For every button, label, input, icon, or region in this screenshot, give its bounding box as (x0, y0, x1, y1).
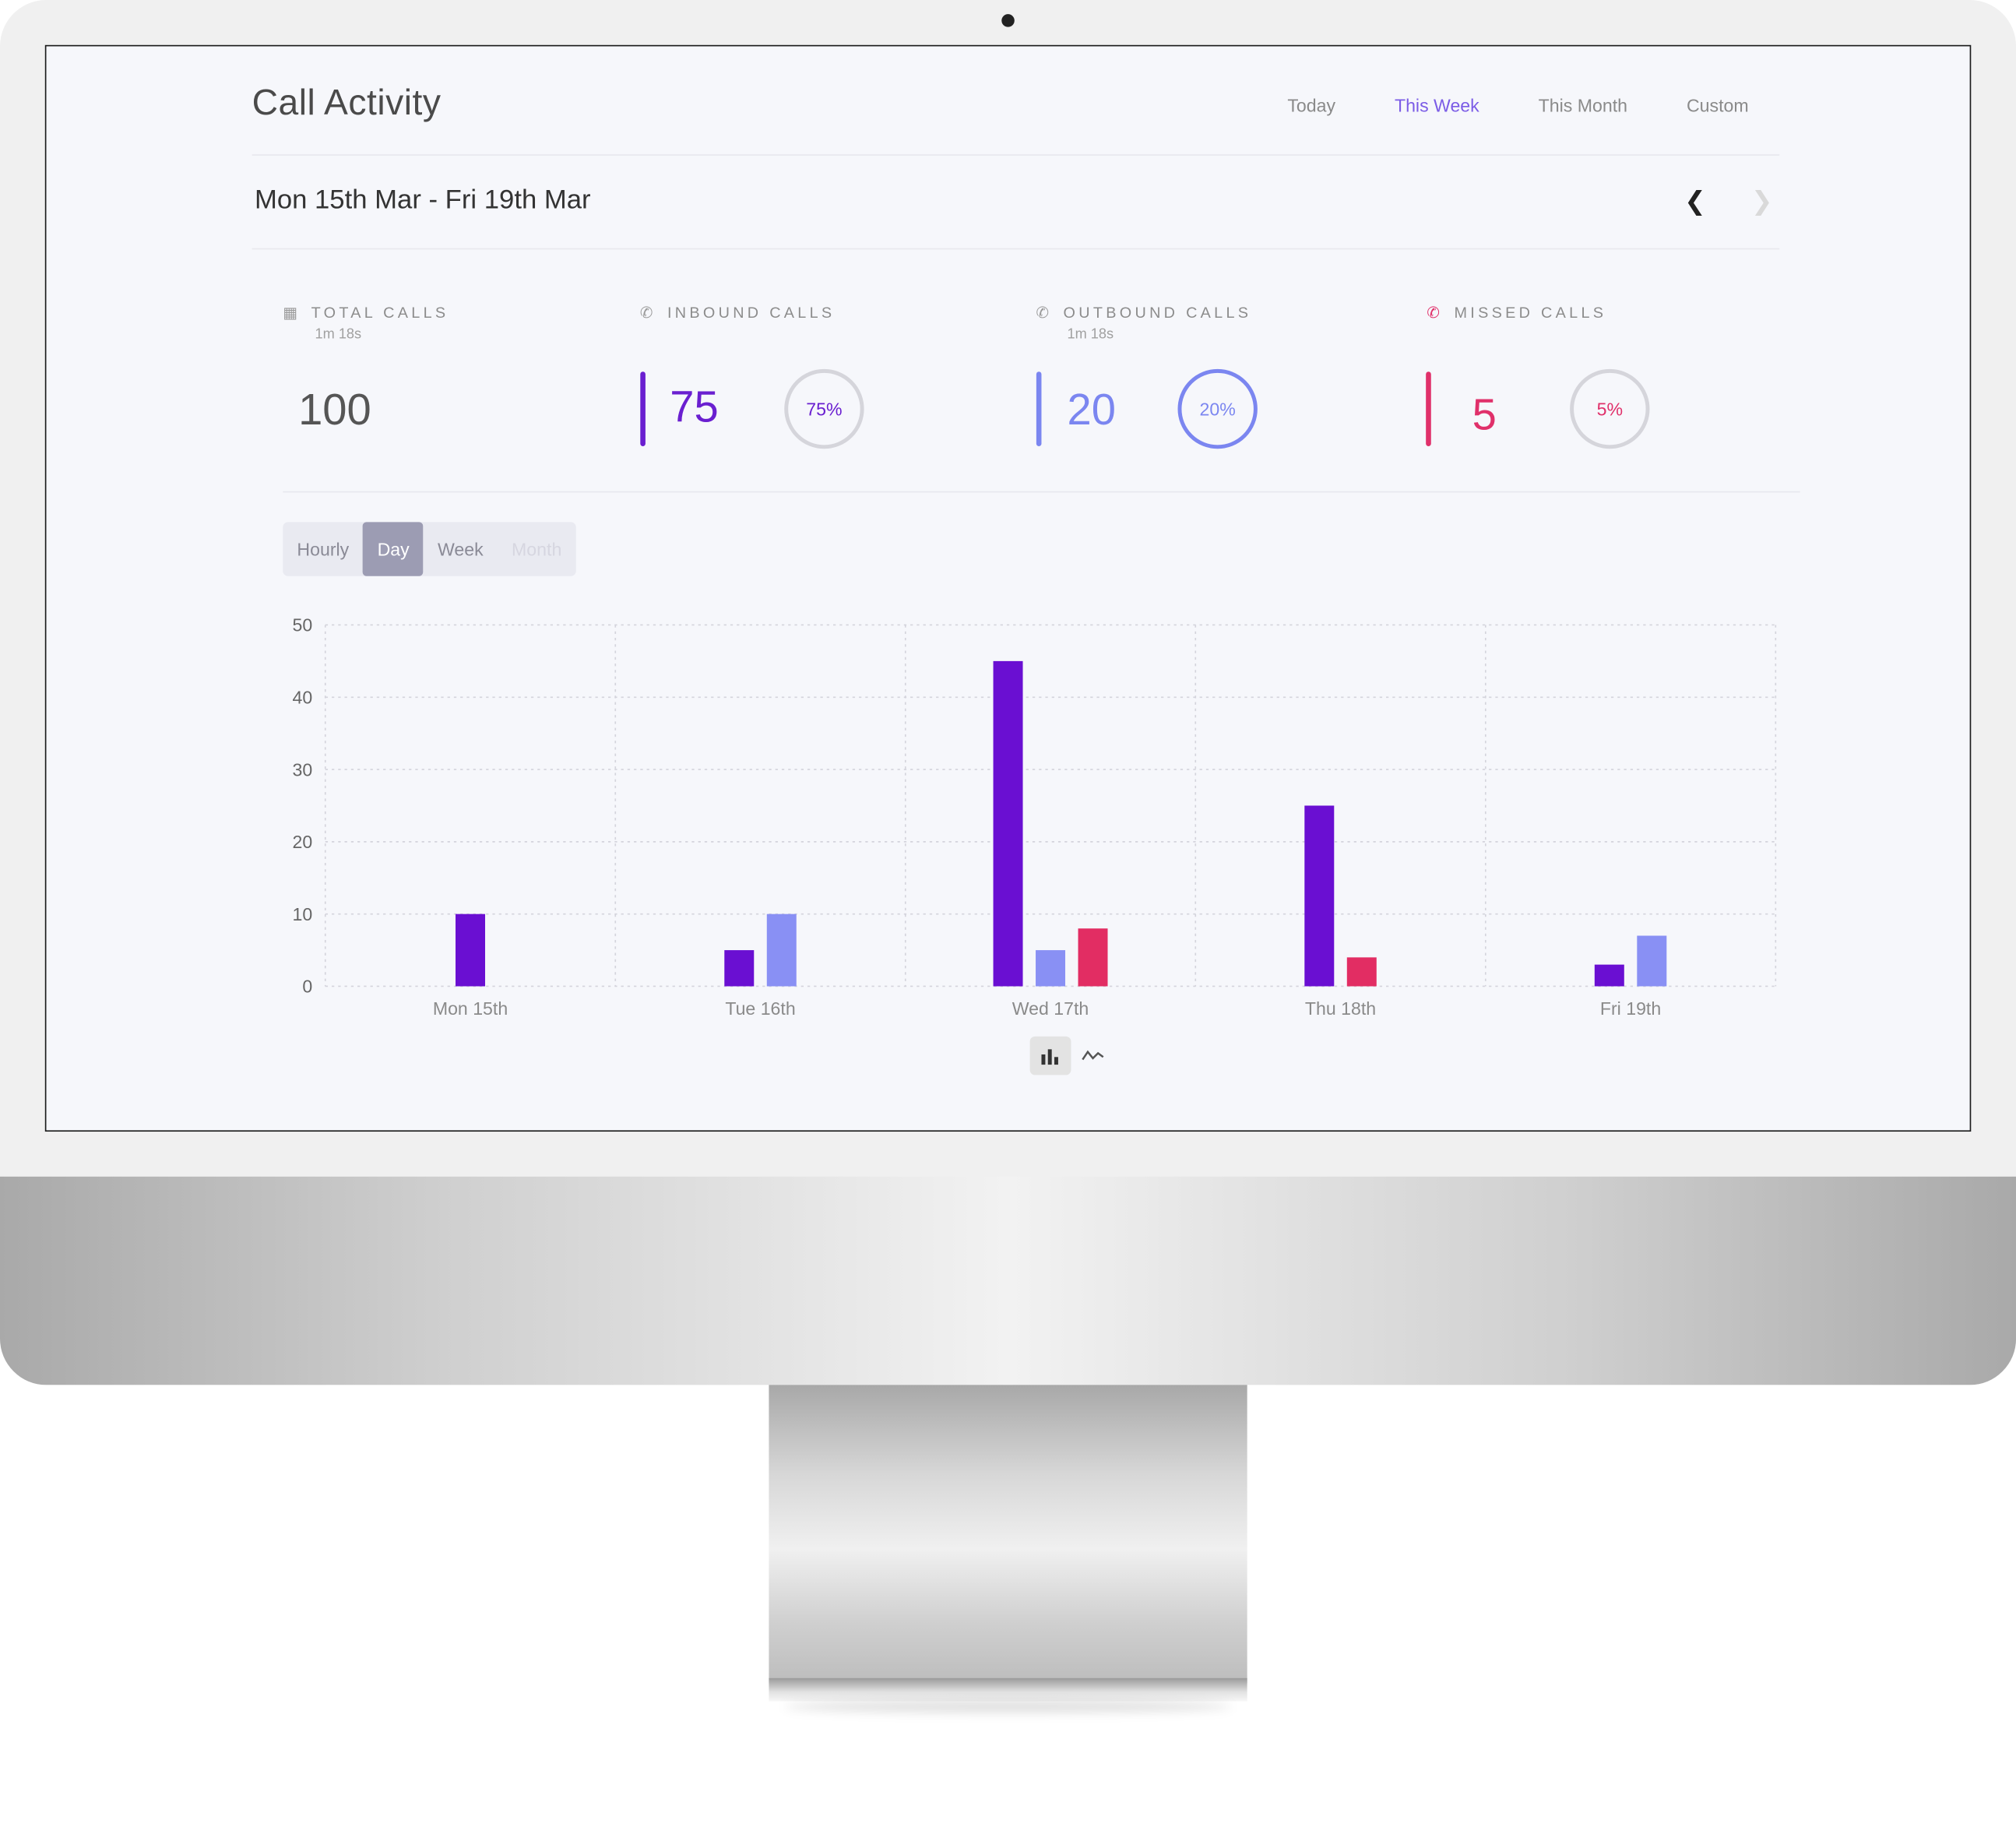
total-calls-value: 100 (298, 385, 371, 435)
bar-mon-15th-series-1[interactable] (456, 914, 485, 987)
date-range-label: Mon 15th Mar - Fri 19th Mar (254, 185, 591, 215)
missed-calls-value: 5 (1472, 390, 1497, 440)
bar-fri-19th-series-2[interactable] (1637, 935, 1667, 987)
line-chart-toggle[interactable] (1078, 1037, 1109, 1075)
x-axis: Mon 15th Tue 16th Wed 17th Thu 18th Fri 19th (433, 998, 1661, 1019)
granularity-month[interactable]: Month (512, 538, 562, 560)
granularity-hourly[interactable]: Hourly (297, 538, 350, 560)
granularity-day[interactable]: Day (363, 522, 424, 576)
period-divider (252, 248, 1780, 250)
x-tick-label: Fri 19th (1600, 998, 1661, 1019)
outbound-calls-value: 20 (1067, 385, 1116, 435)
monitor-stand-foot (769, 1677, 1247, 1702)
outbound-percent-ring: 20% (1177, 368, 1258, 449)
bar-fri-19th-series-1[interactable] (1594, 964, 1624, 987)
monitor-stand (769, 1385, 1247, 1684)
stat-label: MISSED CALLS (1454, 303, 1607, 322)
chevron-right-icon[interactable]: ❯ (1750, 188, 1773, 216)
y-tick-label: 10 (293, 904, 313, 924)
call-activity-chart: 0 10 20 30 40 50 Mon 15th Tue 16th Wed 17th Thu … (293, 615, 1777, 1019)
bar-chart-icon (1041, 1049, 1058, 1065)
stat-total-calls: ▦ TOTAL CALLS 1m 18s (283, 304, 449, 343)
y-tick-label: 20 (293, 832, 313, 852)
x-tick-label: Wed 17th (1012, 998, 1089, 1019)
bar-tue-16th-series-2[interactable] (766, 914, 797, 987)
tab-today[interactable]: Today (1287, 95, 1336, 116)
granularity-toggle: Hourly Day Week Month (283, 522, 576, 576)
tab-this-month[interactable]: This Month (1538, 95, 1628, 116)
y-tick-label: 40 (293, 688, 313, 708)
granularity-week[interactable]: Week (438, 538, 484, 560)
screen: Call Activity Today This Week This Month… (44, 44, 1972, 1132)
stat-missed-calls: ✆ MISSED CALLS (1426, 304, 1606, 322)
inbound-accent-bar (640, 371, 646, 446)
stat-outbound-calls: ✆ OUTBOUND CALLS 1m 18s (1035, 304, 1251, 343)
missed-percent-ring: 5% (1570, 368, 1650, 449)
y-tick-label: 50 (293, 615, 313, 635)
range-tabs: Today This Week This Month Custom (1287, 95, 1748, 115)
bar-wed-17th-series-2[interactable] (1036, 950, 1066, 987)
bar-wed-17th-series-1[interactable] (993, 660, 1023, 987)
bar-tue-16th-series-1[interactable] (724, 950, 755, 987)
monitor-chin (0, 1176, 2016, 1385)
webcam (1001, 14, 1015, 27)
phone-outgoing-icon: ✆ (1036, 303, 1053, 322)
stat-label: OUTBOUND CALLS (1063, 303, 1252, 322)
stats-divider (283, 491, 1800, 493)
y-tick-label: 0 (302, 977, 312, 997)
page-title: Call Activity (252, 82, 442, 122)
stat-label: INBOUND CALLS (667, 303, 836, 322)
missed-accent-bar (1426, 371, 1431, 446)
inbound-percent-ring: 75% (784, 368, 864, 449)
calendar-icon: ▦ (283, 303, 301, 322)
y-tick-label: 30 (293, 759, 313, 780)
x-tick-label: Tue 16th (725, 998, 795, 1019)
inbound-calls-value: 75 (670, 383, 719, 432)
phone-icon: ✆ (639, 303, 656, 322)
stat-inbound-calls: ✆ INBOUND CALLS (639, 304, 836, 322)
chart-grid (324, 624, 1777, 987)
x-tick-label: Mon 15th (433, 998, 508, 1019)
x-tick-label: Thu 18th (1305, 998, 1376, 1019)
stat-sub-duration: 1m 18s (1067, 326, 1114, 343)
tab-this-week[interactable]: This Week (1394, 95, 1479, 116)
bar-chart-toggle[interactable] (1029, 1036, 1071, 1075)
outbound-accent-bar (1036, 371, 1042, 446)
header-divider (252, 154, 1780, 156)
phone-missed-icon: ✆ (1427, 303, 1444, 322)
tab-custom[interactable]: Custom (1686, 95, 1749, 116)
stat-label: TOTAL CALLS (311, 303, 449, 322)
bar-thu-18th-series-3[interactable] (1346, 957, 1377, 987)
chart-bars (456, 660, 1667, 987)
bar-thu-18th-series-1[interactable] (1304, 805, 1335, 987)
stand-shadow (784, 1699, 1232, 1713)
bar-wed-17th-series-3[interactable] (1078, 928, 1108, 987)
line-chart-icon (1082, 1050, 1104, 1061)
y-axis: 0 10 20 30 40 50 (293, 615, 313, 997)
stat-sub-duration: 1m 18s (315, 326, 362, 343)
chevron-left-icon[interactable]: ❮ (1684, 188, 1706, 216)
